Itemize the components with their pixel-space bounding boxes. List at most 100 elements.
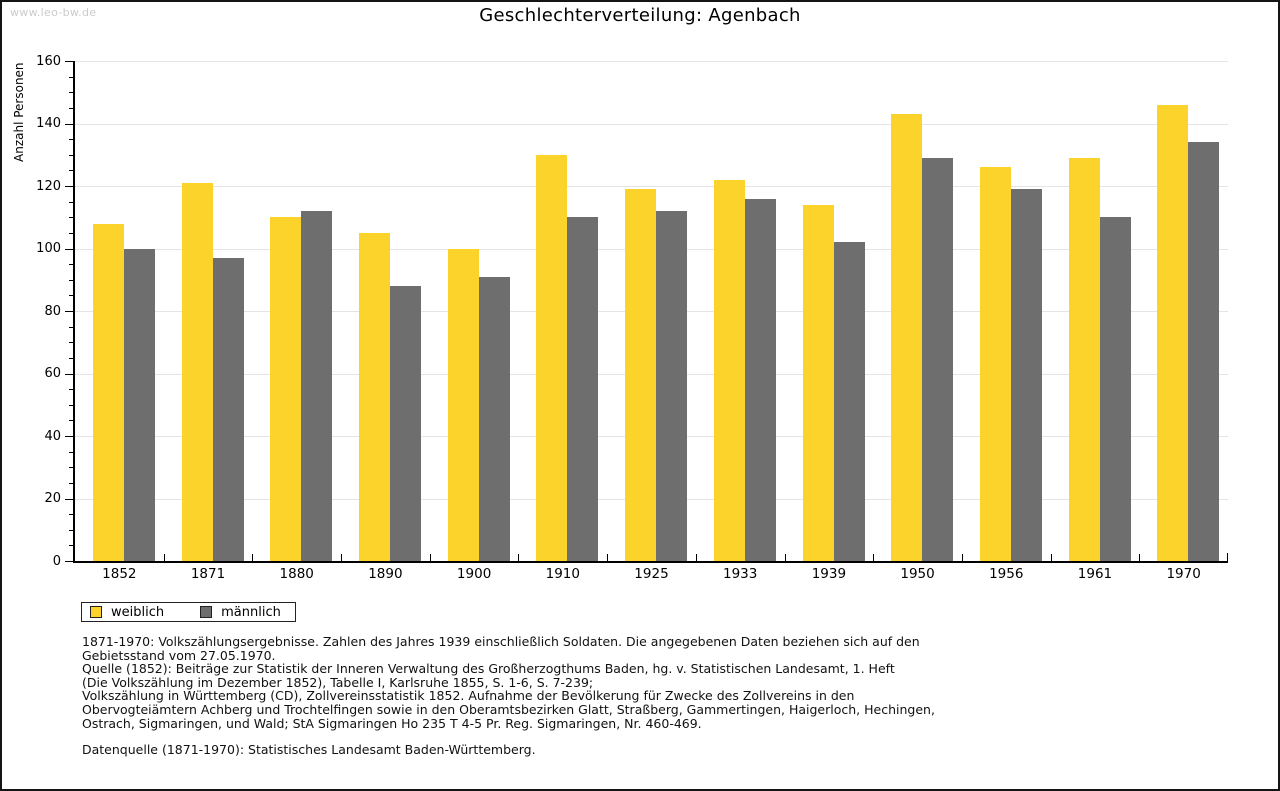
y-axis-label: Anzahl Personen	[12, 62, 26, 162]
y-tick-label-80: 80	[44, 303, 61, 319]
x-axis-line	[73, 561, 1228, 563]
x-tick-1	[163, 554, 165, 561]
bar-männlich-1925	[656, 211, 688, 561]
bar-männlich-1933	[744, 198, 776, 561]
y-minor-tick-115	[69, 201, 73, 203]
bar-weiblich-1890	[359, 232, 391, 561]
y-minor-tick-90	[69, 279, 73, 281]
x-tick-7	[695, 554, 697, 561]
y-tick-140	[65, 123, 73, 125]
legend-item-maennlich: männlich	[200, 605, 281, 620]
y-minor-tick-5	[69, 545, 73, 547]
footnote-line-5: Volkszählung in Württemberg (CD), Zollve…	[82, 688, 855, 704]
legend-label-weiblich: weiblich	[111, 604, 165, 620]
x-label-1871: 1871	[190, 566, 226, 582]
y-tick-label-0: 0	[52, 553, 61, 569]
bar-männlich-1852	[124, 248, 155, 561]
legend: weiblich männlich	[81, 602, 296, 622]
gridline-160	[75, 61, 1228, 62]
y-axis-line	[73, 61, 75, 563]
y-tick-160	[65, 61, 73, 62]
x-tick-end	[1227, 553, 1228, 561]
y-minor-tick-50	[69, 404, 73, 406]
y-minor-tick-55	[69, 389, 73, 391]
y-tick-40	[65, 436, 73, 437]
y-tick-80	[65, 311, 73, 312]
y-minor-tick-105	[69, 232, 73, 234]
datasource-line: Datenquelle (1871-1970): Statistisches L…	[82, 742, 536, 758]
bar-weiblich-1900	[447, 248, 479, 561]
y-tick-100	[65, 248, 73, 250]
bar-weiblich-1925	[625, 189, 657, 561]
bar-männlich-1961	[1099, 217, 1131, 561]
y-tick-120	[65, 186, 73, 187]
bar-männlich-1950	[922, 157, 954, 561]
bar-männlich-1970	[1188, 142, 1220, 561]
x-tick-6	[607, 554, 609, 561]
x-label-1961: 1961	[1077, 566, 1113, 582]
y-minor-tick-70	[69, 342, 73, 344]
bar-weiblich-1880	[270, 217, 302, 561]
bar-weiblich-1956	[979, 167, 1011, 561]
y-tick-label-140: 140	[36, 116, 61, 131]
x-tick-4	[429, 554, 431, 561]
y-minor-tick-10	[69, 529, 73, 531]
footnote-line-1: 1871-1970: Volkszählungsergebnisse. Zahl…	[82, 634, 920, 649]
y-tick-label-60: 60	[44, 366, 61, 381]
x-tick-3	[341, 554, 343, 561]
y-minor-tick-30	[69, 467, 73, 469]
x-tick-11	[1050, 554, 1052, 561]
y-tick-label-100: 100	[36, 241, 61, 256]
y-tick-label-40: 40	[44, 428, 61, 444]
y-tick-label-20: 20	[44, 491, 61, 506]
y-minor-tick-35	[69, 451, 73, 453]
bar-männlich-1890	[390, 286, 422, 561]
y-minor-tick-135	[69, 139, 73, 141]
bar-weiblich-1852	[93, 223, 124, 561]
y-tick-60	[65, 373, 73, 375]
y-minor-tick-130	[69, 154, 73, 156]
x-label-1950: 1950	[900, 566, 935, 582]
x-label-1970: 1970	[1166, 566, 1201, 582]
x-tick-9	[873, 554, 875, 561]
x-tick-8	[784, 554, 786, 561]
legend-swatch-maennlich-icon	[200, 606, 213, 618]
x-label-1852: 1852	[102, 566, 137, 582]
x-label-1925: 1925	[634, 566, 669, 582]
plot-area: 0 20 40 60 80 100 120 140 160 1852 1871 1880 1890 190…	[36, 54, 1228, 582]
gridline-120	[75, 186, 1228, 187]
x-label-1880: 1880	[279, 566, 314, 582]
y-tick-20	[65, 498, 73, 500]
x-tick-12	[1139, 554, 1141, 561]
x-label-1956: 1956	[989, 566, 1024, 582]
y-minor-tick-15	[69, 514, 73, 516]
footnote-line-4: (Die Volkszählung im Dezember 1852), Tab…	[82, 674, 594, 690]
watermark: www.leo-bw.de	[10, 6, 97, 19]
y-minor-tick-65	[69, 357, 73, 359]
bar-weiblich-1950	[891, 114, 923, 561]
legend-swatch-weiblich-icon	[90, 606, 102, 618]
x-label-1900: 1900	[456, 566, 492, 582]
y-tick-0	[65, 561, 73, 562]
bar-männlich-1900	[478, 276, 510, 561]
y-tick-label-160: 160	[36, 53, 61, 69]
footnote-line-3: Quelle (1852): Beiträge zur Statistik de…	[82, 661, 895, 677]
bar-männlich-1939	[833, 242, 865, 561]
bar-weiblich-1933	[713, 179, 745, 561]
legend-label-maennlich: männlich	[221, 604, 281, 620]
y-minor-tick-25	[69, 482, 73, 484]
bar-männlich-1956	[1010, 189, 1042, 561]
x-label-1910: 1910	[545, 566, 580, 582]
footnote-line-7: Ostrach, Sigmaringen, und Wald; StA Sigm…	[82, 715, 702, 731]
y-tick-label-120: 120	[36, 178, 61, 194]
y-minor-tick-45	[69, 420, 73, 422]
chart-title: Geschlechterverteilung: Agenbach	[479, 5, 801, 26]
bar-weiblich-1910	[536, 154, 568, 561]
bar-weiblich-1970	[1157, 104, 1189, 561]
bar-männlich-1871	[212, 257, 244, 561]
x-tick-5	[518, 554, 520, 561]
y-minor-tick-145	[69, 107, 73, 109]
y-minor-tick-85	[69, 295, 73, 297]
x-tick-2	[252, 554, 254, 561]
